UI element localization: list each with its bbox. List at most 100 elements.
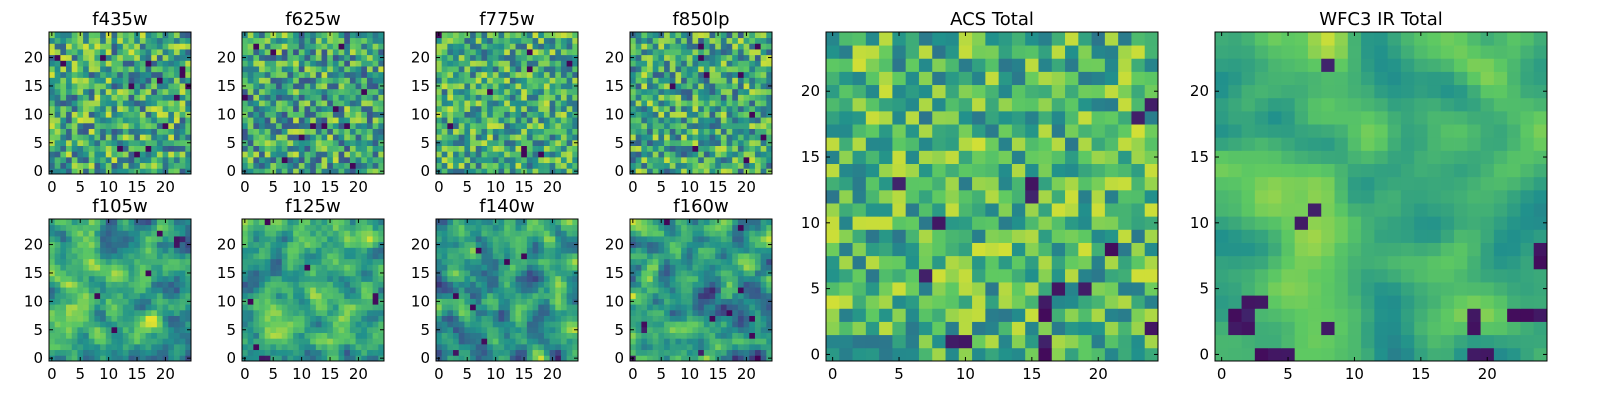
heatmap-cell [492,292,499,299]
heatmap-cell [453,287,460,294]
heatmap-cell [749,134,756,141]
heatmap-cell [242,151,249,158]
heatmap-cell [94,236,101,243]
heatmap-cell [128,94,135,101]
heatmap-cell [94,224,101,231]
heatmap-cell [168,54,175,61]
heatmap-cell [487,281,494,288]
heatmap-cell [287,258,294,265]
heatmap-cell [168,37,175,44]
heatmap-cell [498,304,505,311]
heatmap-cell [179,321,186,328]
heatmap-cell [441,270,448,277]
heatmap-cell [355,275,362,282]
heatmap-cell [664,156,671,164]
heatmap-cell [281,275,288,282]
heatmap-cell [652,326,659,333]
heatmap-cell [470,94,477,101]
heatmap-cell [94,264,101,271]
heatmap-cell [555,326,562,333]
heatmap-cell [366,128,374,135]
heatmap-cell [270,304,277,311]
heatmap-cell [156,49,163,56]
heatmap-cell [77,321,84,328]
heatmap-cell [441,219,448,226]
heatmap-cell [492,309,499,316]
heatmap-cell [128,326,135,333]
heatmap-cell [737,88,744,95]
heatmap-cell [737,66,744,73]
heatmap-cell [692,139,699,146]
heatmap-cell [327,230,334,237]
heatmap-cell [538,241,545,248]
heatmap-cell [566,332,573,339]
heatmap-cell [726,37,733,44]
heatmap-cell [481,349,488,356]
heatmap-cell [549,162,556,169]
heatmap-cell [162,54,169,61]
heatmap-cell [675,105,682,112]
heatmap-cell [543,117,550,124]
heatmap-cell [298,111,305,118]
heatmap-cell [54,247,61,254]
heatmap-cell [526,151,533,158]
heatmap-cell [179,134,186,141]
heatmap-cell [526,281,533,288]
heatmap-cell [179,247,186,254]
heatmap-cell [647,71,654,78]
heatmap-cell [543,162,550,169]
heatmap-cell [66,88,73,95]
heatmap-cell [475,338,482,345]
heatmap-cell [458,343,465,351]
heatmap-cell [532,54,539,61]
heatmap-cell [179,162,186,169]
heatmap-cell [310,343,317,351]
heatmap-cell [264,264,271,271]
heatmap-cell [145,321,152,328]
heatmap-cell [475,100,482,107]
heatmap-cell [532,43,539,50]
heatmap-cell [566,77,573,84]
heatmap-cell [664,66,671,73]
heatmap-cell [287,66,294,73]
subplot-title: f105w [92,196,147,217]
heatmap-cell [66,264,73,271]
heatmap-cell [481,253,488,260]
heatmap-cell [304,309,311,316]
heatmap-cell [179,43,186,50]
heatmap-cell [549,304,556,311]
heatmap-cell [532,83,539,90]
heatmap-cell [509,71,516,78]
heatmap-cell [344,309,351,316]
heatmap-cell [470,275,477,282]
heatmap-cell [555,49,562,56]
heatmap-cell [470,349,477,356]
heatmap-cell [760,343,767,351]
heatmap-cell [743,156,750,164]
heatmap-cell [327,128,334,135]
heatmap-cell [566,162,573,169]
heatmap-cell [526,122,533,129]
heatmap-cell [743,71,750,78]
heatmap-cell [117,111,124,118]
heatmap-cell [287,156,294,164]
heatmap-cell [122,321,129,328]
heatmap-cell [105,326,112,333]
heatmap-cell [492,332,499,339]
heatmap-cell [270,83,277,90]
heatmap-cell [128,349,135,356]
heatmap-cell [630,343,637,351]
heatmap-cell [100,32,107,39]
heatmap-cell [732,349,739,356]
y-tick-label: 20 [411,236,430,254]
heatmap-cell [111,145,118,152]
heatmap-cell [709,37,716,44]
heatmap-cell [532,117,539,124]
heatmap-cell [504,162,511,169]
heatmap-cell [515,253,522,260]
heatmap-cell [264,224,271,231]
heatmap-cell [128,315,135,322]
heatmap-cell [543,298,550,305]
heatmap-cell [179,253,186,260]
heatmap-cell [641,54,648,61]
